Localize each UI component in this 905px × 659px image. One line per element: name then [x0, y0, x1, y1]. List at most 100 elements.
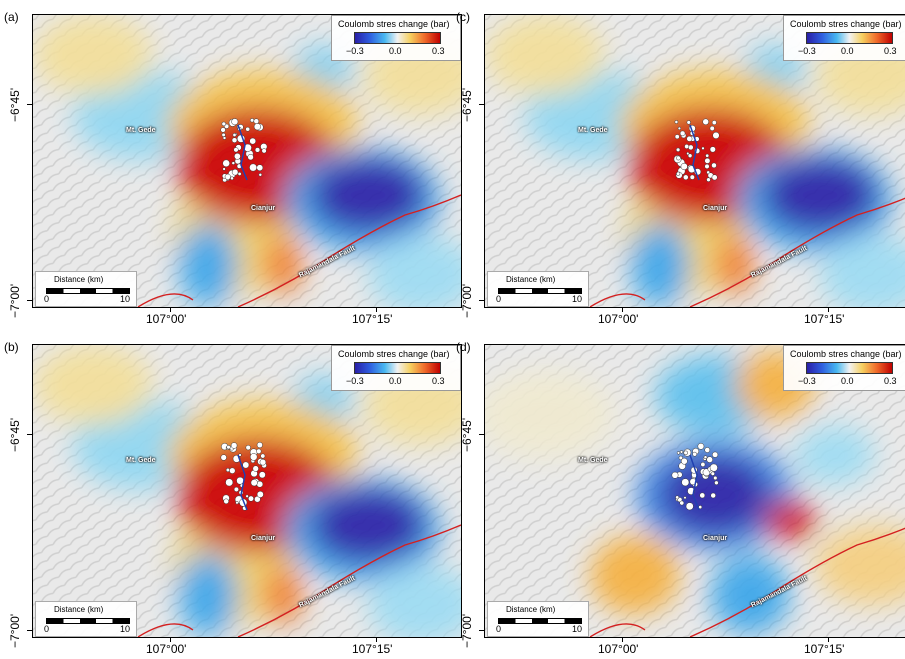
aftershock-marker [222, 159, 230, 168]
colorbar-mid-label: 0.0 [841, 46, 854, 56]
aftershock-marker [221, 121, 227, 127]
aftershock-marker [233, 147, 239, 153]
aftershock-marker [679, 500, 685, 506]
aftershock-marker [229, 467, 236, 474]
aftershock-marker [680, 457, 688, 465]
scale-bar-box: Distance (km) 0 10 [35, 271, 137, 307]
aftershock-marker [225, 478, 234, 487]
legend-title: Coulomb stres change (bar) [338, 19, 450, 29]
aftershock-marker [220, 127, 226, 133]
aftershock-marker [245, 494, 249, 498]
aftershock-marker [713, 475, 718, 481]
aftershock-marker [699, 492, 706, 499]
aftershock-marker [712, 131, 720, 139]
aftershock-marker [232, 133, 237, 137]
stress-lobe [263, 235, 303, 295]
aftershock-marker [221, 132, 226, 137]
aftershock-marker [230, 176, 234, 181]
aftershock-marker [685, 502, 694, 511]
aftershock-marker [245, 126, 251, 132]
latitude-label-top: −6°45' [460, 87, 474, 122]
scale-max-label: 10 [120, 294, 131, 304]
aftershock-marker [223, 498, 229, 505]
aftershock-marker [222, 136, 227, 140]
aftershock-marker [260, 453, 266, 459]
colorbar-min-label: −0.3 [346, 46, 364, 56]
colorbar [806, 32, 893, 44]
latitude-label-bottom: −7°00' [460, 283, 474, 318]
colorbar [354, 32, 441, 44]
latitude-label-bottom: −7°00' [8, 283, 22, 318]
longitude-label-right: 107°15' [804, 312, 845, 326]
map-frame: Mt. Gede Cianjur Rajamandala Fault Coulo… [32, 344, 462, 638]
aftershock-marker [226, 445, 231, 450]
colorbar-mid-label: 0.0 [841, 376, 854, 386]
panel-label: (c) [456, 10, 470, 24]
fault-trace [589, 623, 646, 637]
aftershock-marker [686, 135, 693, 142]
aftershock-marker [253, 118, 260, 124]
aftershock-marker [678, 455, 683, 461]
lon-tick [828, 637, 829, 642]
place-label-mt-gede: Mt. Gede [578, 127, 608, 134]
fault-trace [689, 197, 905, 307]
aftershock-marker [231, 137, 238, 143]
aftershock-marker [245, 444, 251, 451]
scale-min-label: 0 [496, 294, 502, 304]
scale-min-label: 0 [44, 624, 50, 634]
aftershock-marker [714, 480, 719, 486]
stress-lobe [715, 235, 755, 295]
aftershock-marker [676, 171, 681, 176]
aftershock-marker [683, 496, 687, 500]
lon-tick [828, 307, 829, 312]
stress-lobe [590, 535, 680, 615]
map-panel-a: (a) −6°45' −7°00' 107°00' 107°15' Mt. Ge… [0, 0, 462, 329]
aftershock-marker [675, 495, 680, 500]
lat-tick [479, 300, 484, 301]
latitude-label-top: −6°45' [460, 417, 474, 452]
lat-tick [27, 434, 32, 435]
aftershock-marker [688, 144, 694, 151]
aftershock-marker [681, 478, 690, 487]
aftershock-marker [230, 442, 238, 449]
colorbar-max-label: 0.3 [432, 376, 445, 386]
aftershock-marker [252, 465, 259, 472]
map-frame: Mt. Gede Cianjur Rajamandala Fault Coulo… [484, 344, 905, 638]
colorbar-legend: Coulomb stres change (bar) −0.3 0.0 0.3 [331, 345, 461, 391]
aftershock-marker [704, 157, 711, 164]
aftershock-marker [710, 471, 715, 476]
aftershock-marker [700, 462, 706, 467]
aftershock-marker [684, 144, 690, 149]
colorbar-mid-label: 0.0 [389, 376, 402, 386]
stress-lobe [764, 500, 816, 540]
colorbar-legend: Coulomb stres change (bar) −0.3 0.0 0.3 [783, 15, 905, 61]
aftershock-marker [225, 467, 230, 473]
aftershock-marker [709, 146, 716, 153]
aftershock-marker [675, 155, 681, 161]
stress-lobe [815, 525, 905, 605]
aftershock-marker [709, 463, 718, 472]
stress-map [485, 345, 905, 637]
aftershock-marker [258, 471, 266, 479]
aftershock-marker [705, 153, 710, 158]
aftershock-marker [249, 118, 255, 123]
lat-tick [27, 300, 32, 301]
aftershock-marker [249, 137, 257, 145]
aftershock-marker [674, 120, 679, 124]
colorbar-max-label: 0.3 [884, 46, 897, 56]
fault-trace [237, 194, 461, 307]
map-panel-b: (b) −6°45' −7°00' 107°00' 107°15' Mt. Ge… [0, 330, 462, 659]
map-panel-d: (d) −6°45' −7°00' 107°00' 107°15' Mt. Ge… [452, 330, 905, 659]
place-label-cianjur: Cianjur [703, 205, 728, 212]
map-panel-c: (c) −6°45' −7°00' 107°00' 107°15' Mt. Ge… [452, 0, 905, 329]
lat-tick [479, 434, 484, 435]
aftershock-marker [231, 161, 236, 165]
aftershock-marker [254, 147, 261, 153]
colorbar-min-label: −0.3 [346, 376, 364, 386]
aftershock-marker [220, 454, 227, 461]
aftershock-marker [222, 167, 226, 171]
colorbar-max-label: 0.3 [432, 46, 445, 56]
place-label-mt-gede: Mt. Gede [126, 127, 156, 134]
aftershock-marker [674, 134, 680, 140]
aftershock-marker [683, 450, 688, 456]
